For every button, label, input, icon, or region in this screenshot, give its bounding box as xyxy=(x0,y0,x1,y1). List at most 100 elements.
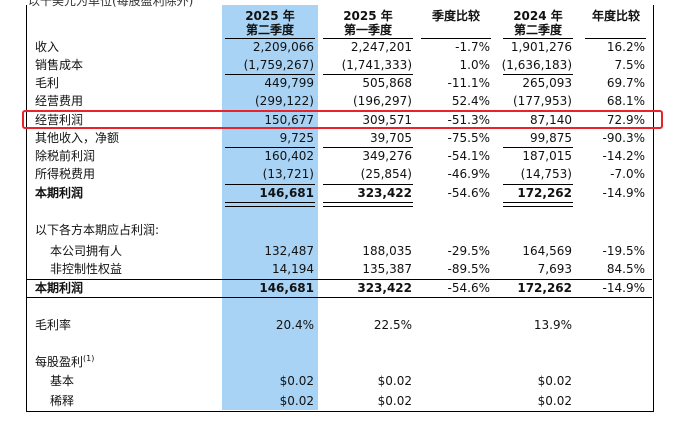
subtotal-underline xyxy=(323,147,413,148)
value-q2-2025: 14,194 xyxy=(272,262,314,276)
header-line2: 第二季度 xyxy=(245,23,294,37)
value-q1-2025: 2,247,201 xyxy=(350,40,412,54)
value-q1-2025: 188,035 xyxy=(362,244,412,258)
header-underline xyxy=(421,38,491,39)
row-label: 所得税费用 xyxy=(35,167,96,181)
value-qoq: -29.5% xyxy=(447,244,490,258)
value-yoy: -19.5% xyxy=(602,244,645,258)
value-q1-2025: 39,705 xyxy=(370,131,412,145)
value-qoq: -89.5% xyxy=(447,262,490,276)
value-q2-2024: 99,875 xyxy=(530,131,572,145)
value-q1-2025: 22.5% xyxy=(373,318,412,332)
value-q2-2025: 132,487 xyxy=(264,244,314,258)
section-rule xyxy=(27,279,652,280)
value-yoy: 7.5% xyxy=(614,58,646,72)
value-q2-2024: 87,140 xyxy=(530,113,572,127)
value-q2-2025: 150,677 xyxy=(264,113,314,127)
header-line2: 第二季度 xyxy=(513,23,562,37)
subtotal-underline xyxy=(225,147,315,148)
total-double-underline xyxy=(225,202,315,207)
value-qoq: -1.7% xyxy=(455,40,490,54)
section-rule xyxy=(27,297,652,298)
value-q2-2025: (13,721) xyxy=(262,167,314,181)
value-q2-2025: 160,402 xyxy=(264,149,314,163)
value-q2-2025: 449,799 xyxy=(264,76,314,90)
value-q2-2024: $0.02 xyxy=(537,394,572,408)
value-q2-2024: (14,753) xyxy=(520,167,572,181)
value-q1-2025: 323,422 xyxy=(357,281,412,295)
subtotal-underline xyxy=(323,74,413,75)
subtotal-underline xyxy=(225,184,315,185)
header-underline xyxy=(585,38,646,39)
value-q1-2025: $0.02 xyxy=(377,394,412,408)
subtotal-underline xyxy=(225,74,315,75)
subtotal-underline xyxy=(503,74,573,75)
row-label: 稀释 xyxy=(50,394,75,408)
value-q2-2025: 9,725 xyxy=(279,131,314,145)
subtotal-underline xyxy=(323,184,413,185)
header-line1: 2024 年 xyxy=(513,9,563,23)
value-q2-2025: 20.4% xyxy=(275,318,314,332)
value-q2-2024: 164,569 xyxy=(522,244,572,258)
subtotal-underline xyxy=(503,184,573,185)
value-q2-2024: 1,901,276 xyxy=(510,40,572,54)
value-q2-2024: 187,015 xyxy=(522,149,572,163)
subtotal-underline xyxy=(503,147,573,148)
value-yoy: -7.0% xyxy=(610,167,645,181)
value-q1-2025: (1,741,333) xyxy=(341,58,412,72)
value-qoq: 1.0% xyxy=(459,58,491,72)
value-qoq: 52.4% xyxy=(451,94,490,108)
header-line1: 年度比较 xyxy=(591,9,640,23)
eps-title-text: 每股盈利 xyxy=(35,355,84,369)
value-yoy: 68.1% xyxy=(606,94,645,108)
value-q2-2024: 265,093 xyxy=(522,76,572,90)
value-q2-2025: (1,759,267) xyxy=(243,58,314,72)
value-yoy: 84.5% xyxy=(606,262,645,276)
header-q1-2025: 2025 年 第一季度 xyxy=(320,9,416,37)
header-yoy: 年度比较 xyxy=(582,9,650,23)
row-label: 基本 xyxy=(50,374,75,388)
value-q1-2025: 323,422 xyxy=(357,186,412,200)
row-label: 本期利润 xyxy=(35,281,84,295)
total-double-underline xyxy=(503,202,573,207)
value-qoq: -54.1% xyxy=(447,149,490,163)
value-q1-2025: (25,854) xyxy=(360,167,412,181)
row-label: 除税前利润 xyxy=(35,149,96,163)
value-qoq: -54.6% xyxy=(447,186,490,200)
value-yoy: -14.9% xyxy=(602,186,645,200)
header-underline xyxy=(225,38,315,39)
row-label: 非控制性权益 xyxy=(50,262,123,276)
value-q1-2025: 135,387 xyxy=(362,262,412,276)
value-q2-2024: 172,262 xyxy=(517,281,572,295)
row-label: 毛利 xyxy=(35,76,60,90)
value-qoq: -54.6% xyxy=(447,281,490,295)
header-line2: 第一季度 xyxy=(343,23,392,37)
value-q1-2025: (196,297) xyxy=(353,94,412,108)
value-q2-2024: 7,693 xyxy=(537,262,572,276)
row-label: 毛利率 xyxy=(35,318,72,332)
header-q2-2025: 2025 年 第二季度 xyxy=(222,9,318,37)
value-yoy: 69.7% xyxy=(606,76,645,90)
value-q1-2025: 349,276 xyxy=(362,149,412,163)
total-double-underline xyxy=(323,202,413,207)
value-q2-2024: (1,636,183) xyxy=(501,58,572,72)
highlighted-column xyxy=(222,5,318,410)
value-q1-2025: 505,868 xyxy=(362,76,412,90)
value-q2-2025: $0.02 xyxy=(279,374,314,388)
value-yoy: -14.9% xyxy=(602,281,645,295)
value-yoy: -90.3% xyxy=(602,131,645,145)
value-yoy: -14.2% xyxy=(602,149,645,163)
eps-footnote: (1) xyxy=(83,354,95,363)
section-title: 以下各方本期应占利润: xyxy=(35,223,160,237)
highlight-box xyxy=(22,110,663,129)
header-line1: 季度比较 xyxy=(431,9,480,23)
value-qoq: -11.1% xyxy=(447,76,490,90)
row-label: 销售成本 xyxy=(35,58,84,72)
value-q2-2024: $0.02 xyxy=(537,374,572,388)
row-label: 本公司拥有人 xyxy=(50,244,123,258)
header-line1: 2025 年 xyxy=(343,9,393,23)
value-qoq: -51.3% xyxy=(447,113,490,127)
header-underline xyxy=(323,38,413,39)
row-label: 经营利润 xyxy=(35,113,84,127)
value-q1-2025: 309,571 xyxy=(362,113,412,127)
